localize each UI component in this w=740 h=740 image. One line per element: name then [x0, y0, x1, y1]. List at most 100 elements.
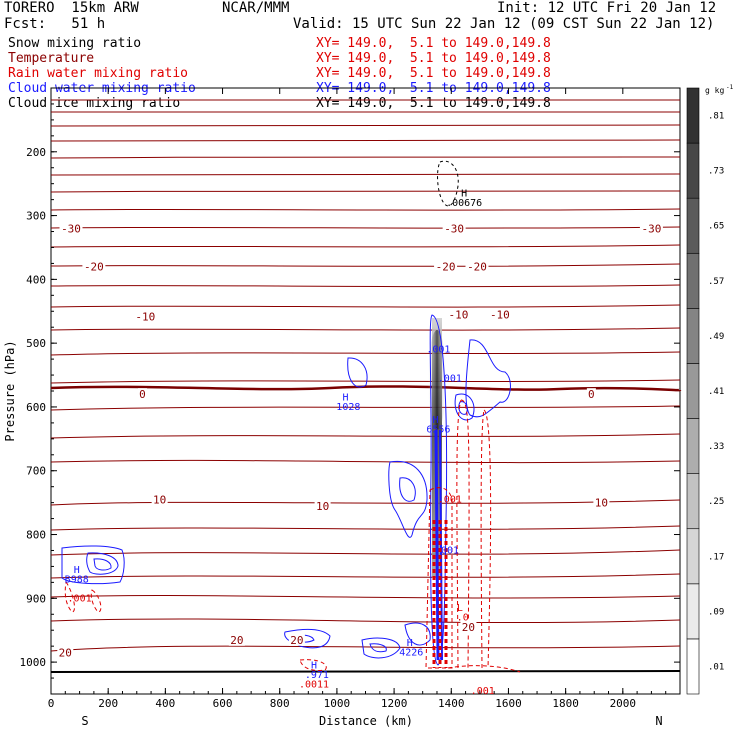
isotherm-line [50, 244, 681, 248]
center-title: NCAR/MMM [222, 0, 290, 16]
colorbar-label: .09 [708, 607, 724, 617]
y-tick-label: 600 [26, 401, 46, 414]
isotherm-label: -20 [84, 261, 104, 274]
isotherm-line [50, 379, 681, 384]
cloud-contour [429, 314, 448, 666]
isotherm-line [50, 525, 681, 531]
isotherm-label: 20 [462, 621, 475, 634]
colorbar-box [686, 583, 700, 640]
south-label: S [81, 714, 88, 728]
isotherm-line [50, 284, 681, 288]
field-annotation: .001 [438, 373, 462, 384]
isotherm-label: -30 [641, 222, 661, 235]
field-annotation: H [74, 565, 80, 576]
colorbar-box [686, 528, 700, 585]
colorbar-unit: g kg [705, 86, 724, 95]
colorbar-label: .25 [708, 497, 724, 507]
isotherm-line [50, 173, 681, 176]
temperature-contours [50, 99, 681, 652]
cloud-contour [399, 477, 416, 502]
colorbar-label: .81 [708, 112, 724, 122]
rain-contour [64, 580, 75, 613]
cloud-contour [369, 643, 387, 653]
y-tick-label: 500 [26, 337, 46, 350]
cloud-contour [361, 637, 401, 659]
isotherm-label: -10 [490, 308, 510, 321]
isotherm-label-bg [228, 633, 245, 646]
x-axis: 0 200 400 600 800 1000 1200 1400 1600 1800 2000 [48, 88, 681, 710]
cloud-contour [454, 393, 475, 421]
cloud-contour [434, 429, 440, 661]
isotherm-label: -30 [444, 222, 464, 235]
colorbar-label: .01 [708, 662, 724, 672]
rain-contour [425, 487, 453, 669]
cloud-water-contours [61, 314, 511, 666]
colorbar-label: .17 [708, 552, 724, 562]
x-tick-label: 1600 [495, 697, 522, 710]
isotherm-label-bg [59, 222, 83, 235]
isotherm-line [50, 351, 681, 356]
field-annotation: H [433, 415, 439, 426]
field-annotation: 1028 [336, 402, 360, 413]
isotherm-label: -20 [436, 261, 456, 274]
isotherm-label-bg [434, 260, 458, 273]
isotherm-label: -30 [61, 222, 81, 235]
isotherm-label: 10 [153, 493, 166, 506]
rain-contour [299, 659, 327, 671]
isotherm-label: 0 [588, 388, 595, 401]
colorbar-label: .49 [708, 332, 724, 342]
north-label: N [655, 714, 662, 728]
isotherm-label: 0 [139, 388, 146, 401]
x-tick-label: 200 [98, 697, 118, 710]
field-xy: XY= 149.0, 5.1 to 149.0,149.8 [316, 66, 551, 81]
y-tick-label: 800 [26, 529, 46, 542]
cloud-ice-contour [437, 160, 459, 207]
field-annotation: .001 [438, 495, 462, 506]
isotherm-label-bg [639, 222, 663, 235]
field-xy: XY= 149.0, 5.1 to 149.0,149.8 [316, 51, 551, 66]
field-annotation: 4226 [399, 648, 423, 659]
field-annotation: H [407, 638, 413, 649]
isotherm-line [50, 327, 681, 331]
colorbar-box [686, 197, 700, 254]
valid-time: Valid: 15 UTC Sun 22 Jan 12 (09 CST Sun … [293, 16, 715, 32]
field-annotation: .0 [457, 613, 469, 624]
isotherm-label: -20 [467, 261, 487, 274]
isotherm-label: 10 [595, 497, 608, 510]
rain-contour [456, 399, 470, 669]
rain-water-contours [64, 399, 521, 673]
isotherm-line [50, 499, 681, 506]
isotherm-line [50, 573, 681, 579]
snow-halo [428, 330, 446, 430]
rain-contour [480, 409, 492, 669]
isotherm-line [50, 263, 681, 267]
isotherm-label: -10 [448, 308, 468, 321]
colorbar: .01 .09 .17 .25 .33 .41 .49 .57 .65 .73 .81 g kg -… [686, 84, 734, 695]
isotherm-labels: -30 -30 -30 -20 -20 -20 -10 -10 -10 0 0 10 10 10 20 20 2… [57, 222, 663, 660]
zero-isotherm [50, 385, 682, 392]
field-name: Snow mixing ratio [8, 36, 142, 51]
colorbar-labels: .01 .09 .17 .25 .33 .41 .49 .57 .65 .73 .81 [708, 112, 724, 673]
colorbar-label: .33 [708, 442, 724, 452]
field-annotation: .00676 [446, 198, 482, 209]
field-name: Temperature [8, 51, 95, 66]
isotherm-line [50, 645, 681, 652]
isotherm-label-bg [57, 646, 74, 659]
isotherm-label-bg [133, 310, 157, 323]
isotherm-label-bg [442, 222, 466, 235]
field-annotation: H [342, 393, 348, 404]
field-annotation: H [311, 660, 317, 671]
field-annotation: 6556 [426, 424, 450, 435]
isotherm-line [50, 226, 681, 229]
isotherm-label-bg [460, 621, 477, 634]
colorbar-box [686, 473, 700, 530]
cloud-contour [404, 622, 431, 646]
isotherm-label-bg [593, 496, 610, 509]
isotherm-label-bg [488, 308, 512, 321]
rain-contour [90, 589, 102, 613]
isotherm-line [50, 304, 681, 308]
isotherm-line [50, 139, 681, 142]
isotherm-line [50, 595, 681, 599]
colorbar-box [686, 142, 700, 199]
isotherm-line [50, 156, 681, 159]
